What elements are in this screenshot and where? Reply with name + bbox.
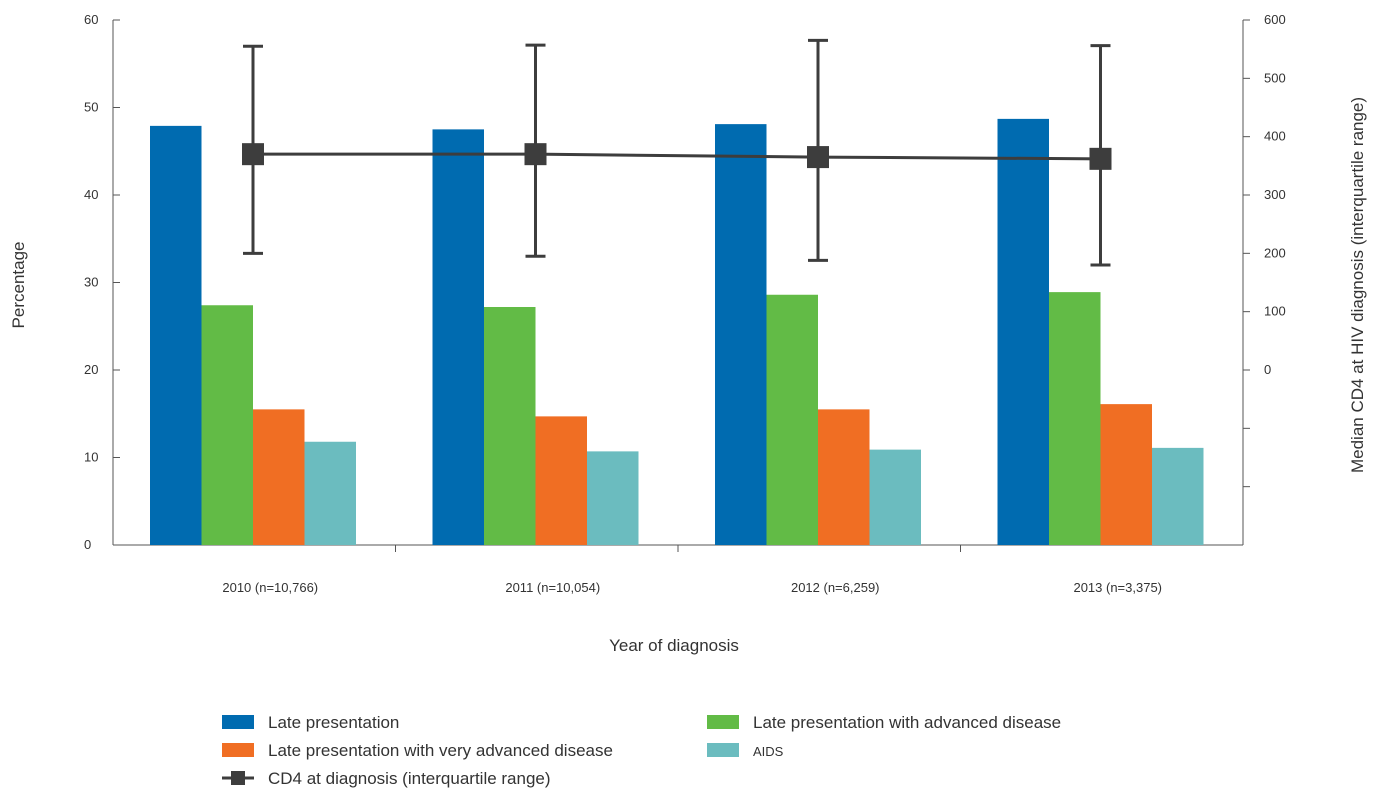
y-axis-title: Percentage [9, 242, 28, 329]
bar [535, 416, 587, 545]
bar [587, 451, 639, 545]
bar [1152, 447, 1204, 545]
cd4-line [253, 152, 1101, 161]
cd4-line-series [242, 38, 1112, 267]
bar [201, 305, 253, 545]
x-tick-label: 2012 (n=6,259) [791, 580, 880, 595]
legend-label: AIDS [753, 744, 784, 759]
legend-label: Late presentation with very advanced dis… [268, 741, 613, 760]
bar [253, 409, 305, 545]
bar [304, 441, 356, 545]
y-tick-label: 0 [84, 537, 91, 552]
bar [766, 294, 818, 545]
y2-tick-label: 500 [1264, 70, 1286, 85]
y-tick-label: 50 [84, 100, 98, 115]
bar [484, 307, 536, 545]
x-tick-label: 2013 (n=3,375) [1073, 580, 1162, 595]
y2-tick-label: 600 [1264, 12, 1286, 27]
bar [432, 129, 484, 545]
legend-swatch [222, 715, 254, 729]
legend-label: Late presentation [268, 713, 399, 732]
y2-tick-label: 100 [1264, 304, 1286, 319]
cd4-marker [242, 143, 264, 166]
legend-label: Late presentation with advanced disease [753, 713, 1061, 732]
y-tick-label: 30 [84, 275, 98, 290]
y2-tick-label: 400 [1264, 129, 1286, 144]
bar [1049, 292, 1101, 545]
y-tick-label: 60 [84, 12, 98, 27]
bar [818, 409, 870, 545]
cd4-marker [807, 146, 829, 169]
y-tick-label: 40 [84, 187, 98, 202]
bar [997, 118, 1049, 545]
y-tick-label: 10 [84, 450, 98, 465]
y2-axis-title: Median CD4 at HIV diagnosis (interquarti… [1348, 97, 1367, 473]
cd4-marker [524, 143, 547, 166]
y2-tick-label: 200 [1264, 245, 1286, 260]
bars [150, 118, 1204, 545]
y-tick-label: 20 [84, 362, 98, 377]
cd4-marker [1089, 147, 1112, 170]
y2-tick-label: 300 [1264, 187, 1286, 202]
x-axis-title: Year of diagnosis [609, 636, 739, 655]
bar [1100, 404, 1152, 545]
legend-swatch [707, 715, 739, 729]
x-tick-label: 2010 (n=10,766) [222, 580, 318, 595]
legend: Late presentation Late presentation with … [222, 713, 1061, 788]
legend-swatch [707, 743, 739, 757]
axis-labels: Percentage Median CD4 at HIV diagnosis (… [9, 97, 1367, 655]
legend-label: CD4 at diagnosis (interquartile range) [268, 769, 551, 788]
bar [715, 124, 767, 545]
x-tick-label: 2011 (n=10,054) [505, 580, 600, 595]
y2-tick-label: 0 [1264, 362, 1271, 377]
bar [150, 125, 202, 545]
legend-swatch [222, 743, 254, 757]
bar [869, 449, 921, 545]
legend-swatch-marker [231, 771, 245, 785]
